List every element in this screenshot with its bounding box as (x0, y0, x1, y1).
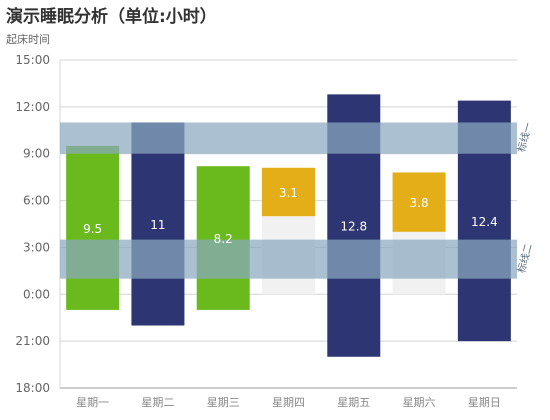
bar (262, 167, 315, 217)
y-tick-label: 18:00 (15, 381, 50, 395)
band-area (60, 239, 517, 279)
y-tick-label: 12:00 (15, 100, 50, 114)
x-tick-label: 星期一 (76, 396, 109, 409)
data-label: 12.4 (471, 215, 498, 229)
y-tick-label: 21:00 (15, 334, 50, 348)
chart-title: 演示睡眠分析（单位:小时） (6, 7, 217, 27)
y-axis-unit-label: 起床时间 (6, 33, 50, 46)
x-tick-label: 星期六 (403, 396, 436, 409)
x-tick-label: 星期三 (207, 396, 240, 409)
band-label: 标线二 (514, 242, 534, 274)
y-tick-label: 15:00 (15, 53, 50, 67)
bar (131, 122, 185, 326)
y-tick-label: 3:00 (23, 240, 50, 254)
x-tick-label: 星期五 (337, 396, 370, 409)
y-tick-label: 0:00 (23, 287, 50, 301)
y-tick-label: 9:00 (23, 147, 50, 161)
x-tick-label: 星期四 (272, 396, 305, 409)
data-label: 9.5 (83, 222, 102, 236)
x-tick-label: 星期二 (141, 396, 174, 409)
data-label: 12.8 (340, 220, 367, 234)
data-label: 8.2 (214, 232, 233, 246)
x-tick-label: 星期日 (468, 396, 501, 409)
data-label: 11 (150, 218, 165, 232)
data-label: 3.1 (279, 186, 298, 200)
y-tick-label: 6:00 (23, 194, 50, 208)
bar (66, 145, 120, 310)
data-label: 3.8 (410, 196, 429, 210)
bar (392, 172, 446, 232)
band-label: 标线一 (514, 121, 534, 153)
bar (196, 166, 250, 310)
band-area (60, 122, 517, 154)
